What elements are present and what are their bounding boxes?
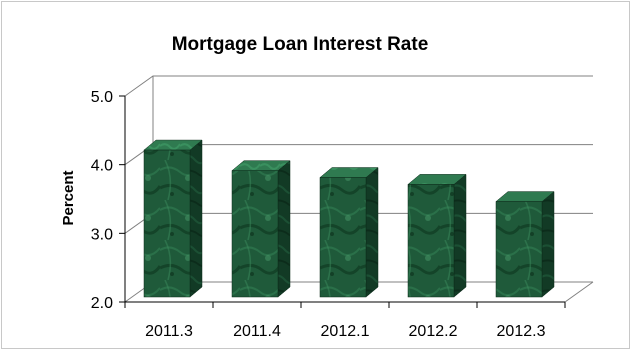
- x-tick-label: 2011.4: [233, 323, 281, 340]
- bar-front: [495, 201, 543, 298]
- x-tick-label: 2011.3: [145, 323, 193, 340]
- bar-side: [541, 191, 555, 298]
- y-tick-labels: 2.0 3.0 4.0 5.0: [91, 89, 113, 312]
- bar-side: [365, 166, 379, 298]
- bar-side: [277, 160, 291, 298]
- x-tick-labels: 2011.3 2011.4 2012.1 2012.2 2012.3: [145, 323, 545, 340]
- y-tick-label: 3.0: [91, 226, 113, 243]
- chart-title: Mortgage Loan Interest Rate: [172, 34, 429, 55]
- bar-front: [407, 184, 455, 298]
- bar-side: [453, 173, 467, 298]
- bars: [143, 139, 555, 298]
- bar-2012.2: [407, 173, 467, 298]
- y-tick-label: 2.0: [91, 295, 113, 312]
- bar-side: [189, 139, 203, 298]
- bar-front: [319, 177, 367, 298]
- y-tick-label: 4.0: [91, 158, 113, 175]
- x-tick-label: 2012.1: [321, 323, 370, 340]
- bar-2011.4: [231, 160, 291, 298]
- y-axis-label: Percent: [60, 170, 77, 225]
- x-tick-label: 2012.3: [497, 323, 546, 340]
- bar-2012.3: [495, 191, 555, 298]
- bar-front: [231, 170, 279, 298]
- bar-2012.1: [319, 166, 379, 298]
- x-tick-label: 2012.2: [409, 323, 458, 340]
- floor-edge: [564, 281, 594, 303]
- gridline: [124, 75, 593, 97]
- bar-2011.3: [143, 139, 203, 298]
- y-tick-label: 5.0: [91, 89, 113, 106]
- axes: [119, 95, 566, 308]
- bar-front: [143, 149, 191, 298]
